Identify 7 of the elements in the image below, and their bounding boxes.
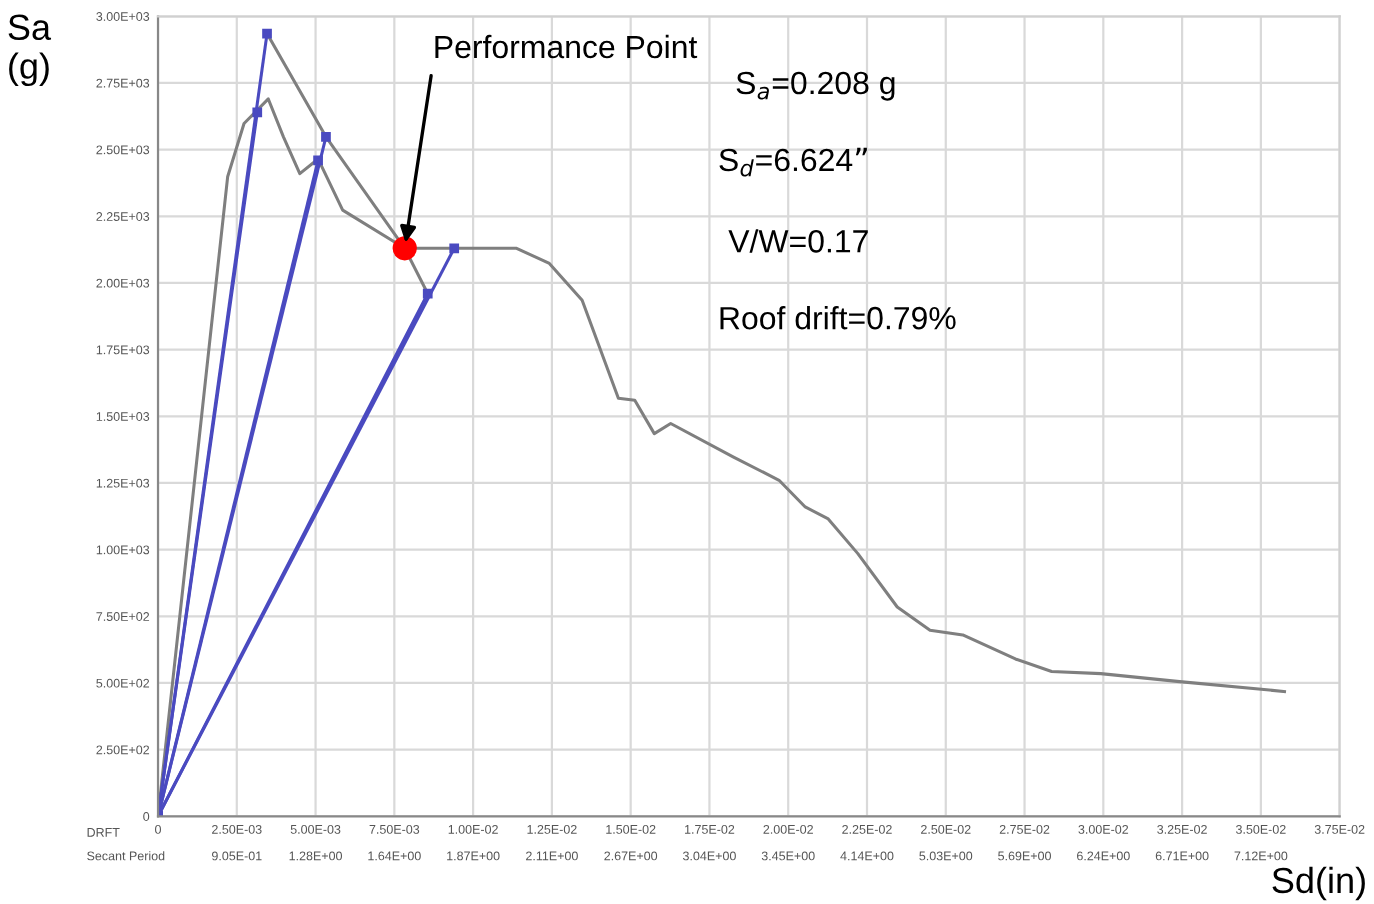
annotation: Performance Point [435,34,698,59]
x-axis-title: Sd(in) [1272,866,1365,901]
annotation: S$_{d}$=6.624” [719,147,867,177]
annotation: V/W=0.17 [728,229,868,253]
annotation: S$_{a}$=0.208 g [736,71,895,101]
y-axis-title: Sa (g) [8,14,52,87]
annotation: Roof drift=0.79% [720,306,956,330]
